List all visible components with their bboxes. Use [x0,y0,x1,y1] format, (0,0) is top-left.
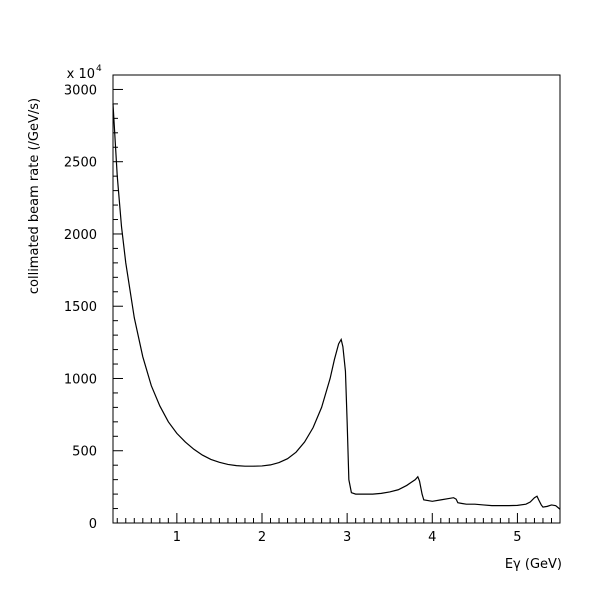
plot-frame [112,74,561,524]
x-tick-label: 5 [513,530,521,545]
y-axis-ticks [113,74,123,524]
x-tick-label: 3 [343,530,351,545]
x-tick-label: 2 [258,530,266,545]
y-tick-label: 2500 [64,156,97,171]
x-tick-label: 4 [428,530,436,545]
y-tick-label: 1000 [64,372,97,387]
y-tick-label: 1500 [64,300,97,315]
y-tick-label: 0 [89,517,97,532]
y-axis-tick-labels: 0 500 1000 1500 2000 2500 3000 [64,83,97,532]
x-axis-ticks [116,513,561,523]
y-scale-label-base: x 10 [67,67,95,82]
series-line [112,103,561,510]
y-tick-label: 2000 [64,228,97,243]
x-axis-tick-labels: 1 2 3 4 5 [173,530,522,545]
x-tick-label: 1 [173,530,181,545]
y-tick-label: 3000 [64,83,97,98]
x-axis-title: Eγ (GeV) [505,557,562,572]
y-scale-label-exponent: 4 [96,64,102,74]
y-tick-label: 500 [72,445,97,460]
y-axis-title: collimated beam rate (/GeV/s) [27,98,42,294]
